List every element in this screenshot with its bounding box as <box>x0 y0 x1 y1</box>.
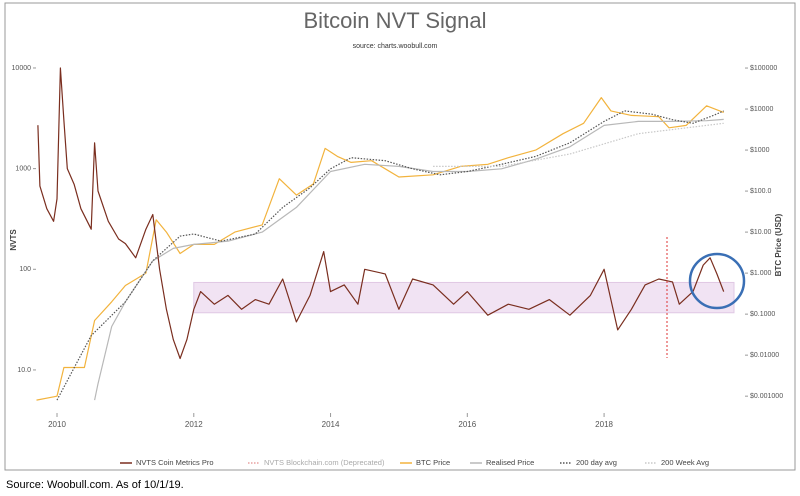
plot: 10.0 100 1000 10000 $0.001000 $0.01000 $0.1000… <box>12 65 784 429</box>
legend-label: Realised Price <box>486 458 534 467</box>
legend-label: NVTS Blockchain.com (Deprecated) <box>264 458 385 467</box>
series-line <box>37 67 725 360</box>
y2-tick-label: $1.000 <box>750 270 772 277</box>
x-tick-label: 2012 <box>185 420 203 429</box>
x-tick-label: 2014 <box>322 420 340 429</box>
x-tick-label: 2016 <box>458 420 476 429</box>
band <box>193 281 735 314</box>
y-tick-label: 10000 <box>12 65 32 72</box>
highlight-circle <box>688 252 746 310</box>
y2-tick-label: $10.00 <box>750 229 772 236</box>
legend-label: NVTS Coin Metrics Pro <box>136 458 214 467</box>
x-tick-label: 2018 <box>595 420 613 429</box>
subtitle: source: charts.woobull.com <box>353 43 438 50</box>
y2-tick-label: $0.1000 <box>750 311 775 318</box>
source: Source: Woobull.com. As of 10/1/19. <box>6 479 184 491</box>
chart-title: Bitcoin NVT Signal <box>303 8 486 33</box>
y2-tick-label: $0.01000 <box>750 352 779 359</box>
y2-tick-label: $100.0 <box>750 188 772 195</box>
x-tick-label: 2010 <box>48 420 66 429</box>
y-tick-label: 100 <box>19 266 31 273</box>
series-line <box>36 97 724 401</box>
y2-tick-label: $10000 <box>750 106 773 113</box>
legend-label: 200 Week Avg <box>661 458 709 467</box>
y2-tick-label: $100000 <box>750 65 777 72</box>
y-tick-label: 10.0 <box>17 367 31 374</box>
y2-tick-label: $1000 <box>750 147 770 154</box>
frame <box>4 2 796 471</box>
y2-axis-title: BTC Price (USD) <box>774 213 783 276</box>
legend-label: BTC Price <box>416 458 450 467</box>
y-axis-title: NVTS <box>9 229 18 251</box>
y2-tick-label: $0.001000 <box>750 393 783 400</box>
series-line <box>433 122 724 167</box>
legend-label: 200 day avg <box>576 458 617 467</box>
y-tick-label: 1000 <box>15 165 31 172</box>
